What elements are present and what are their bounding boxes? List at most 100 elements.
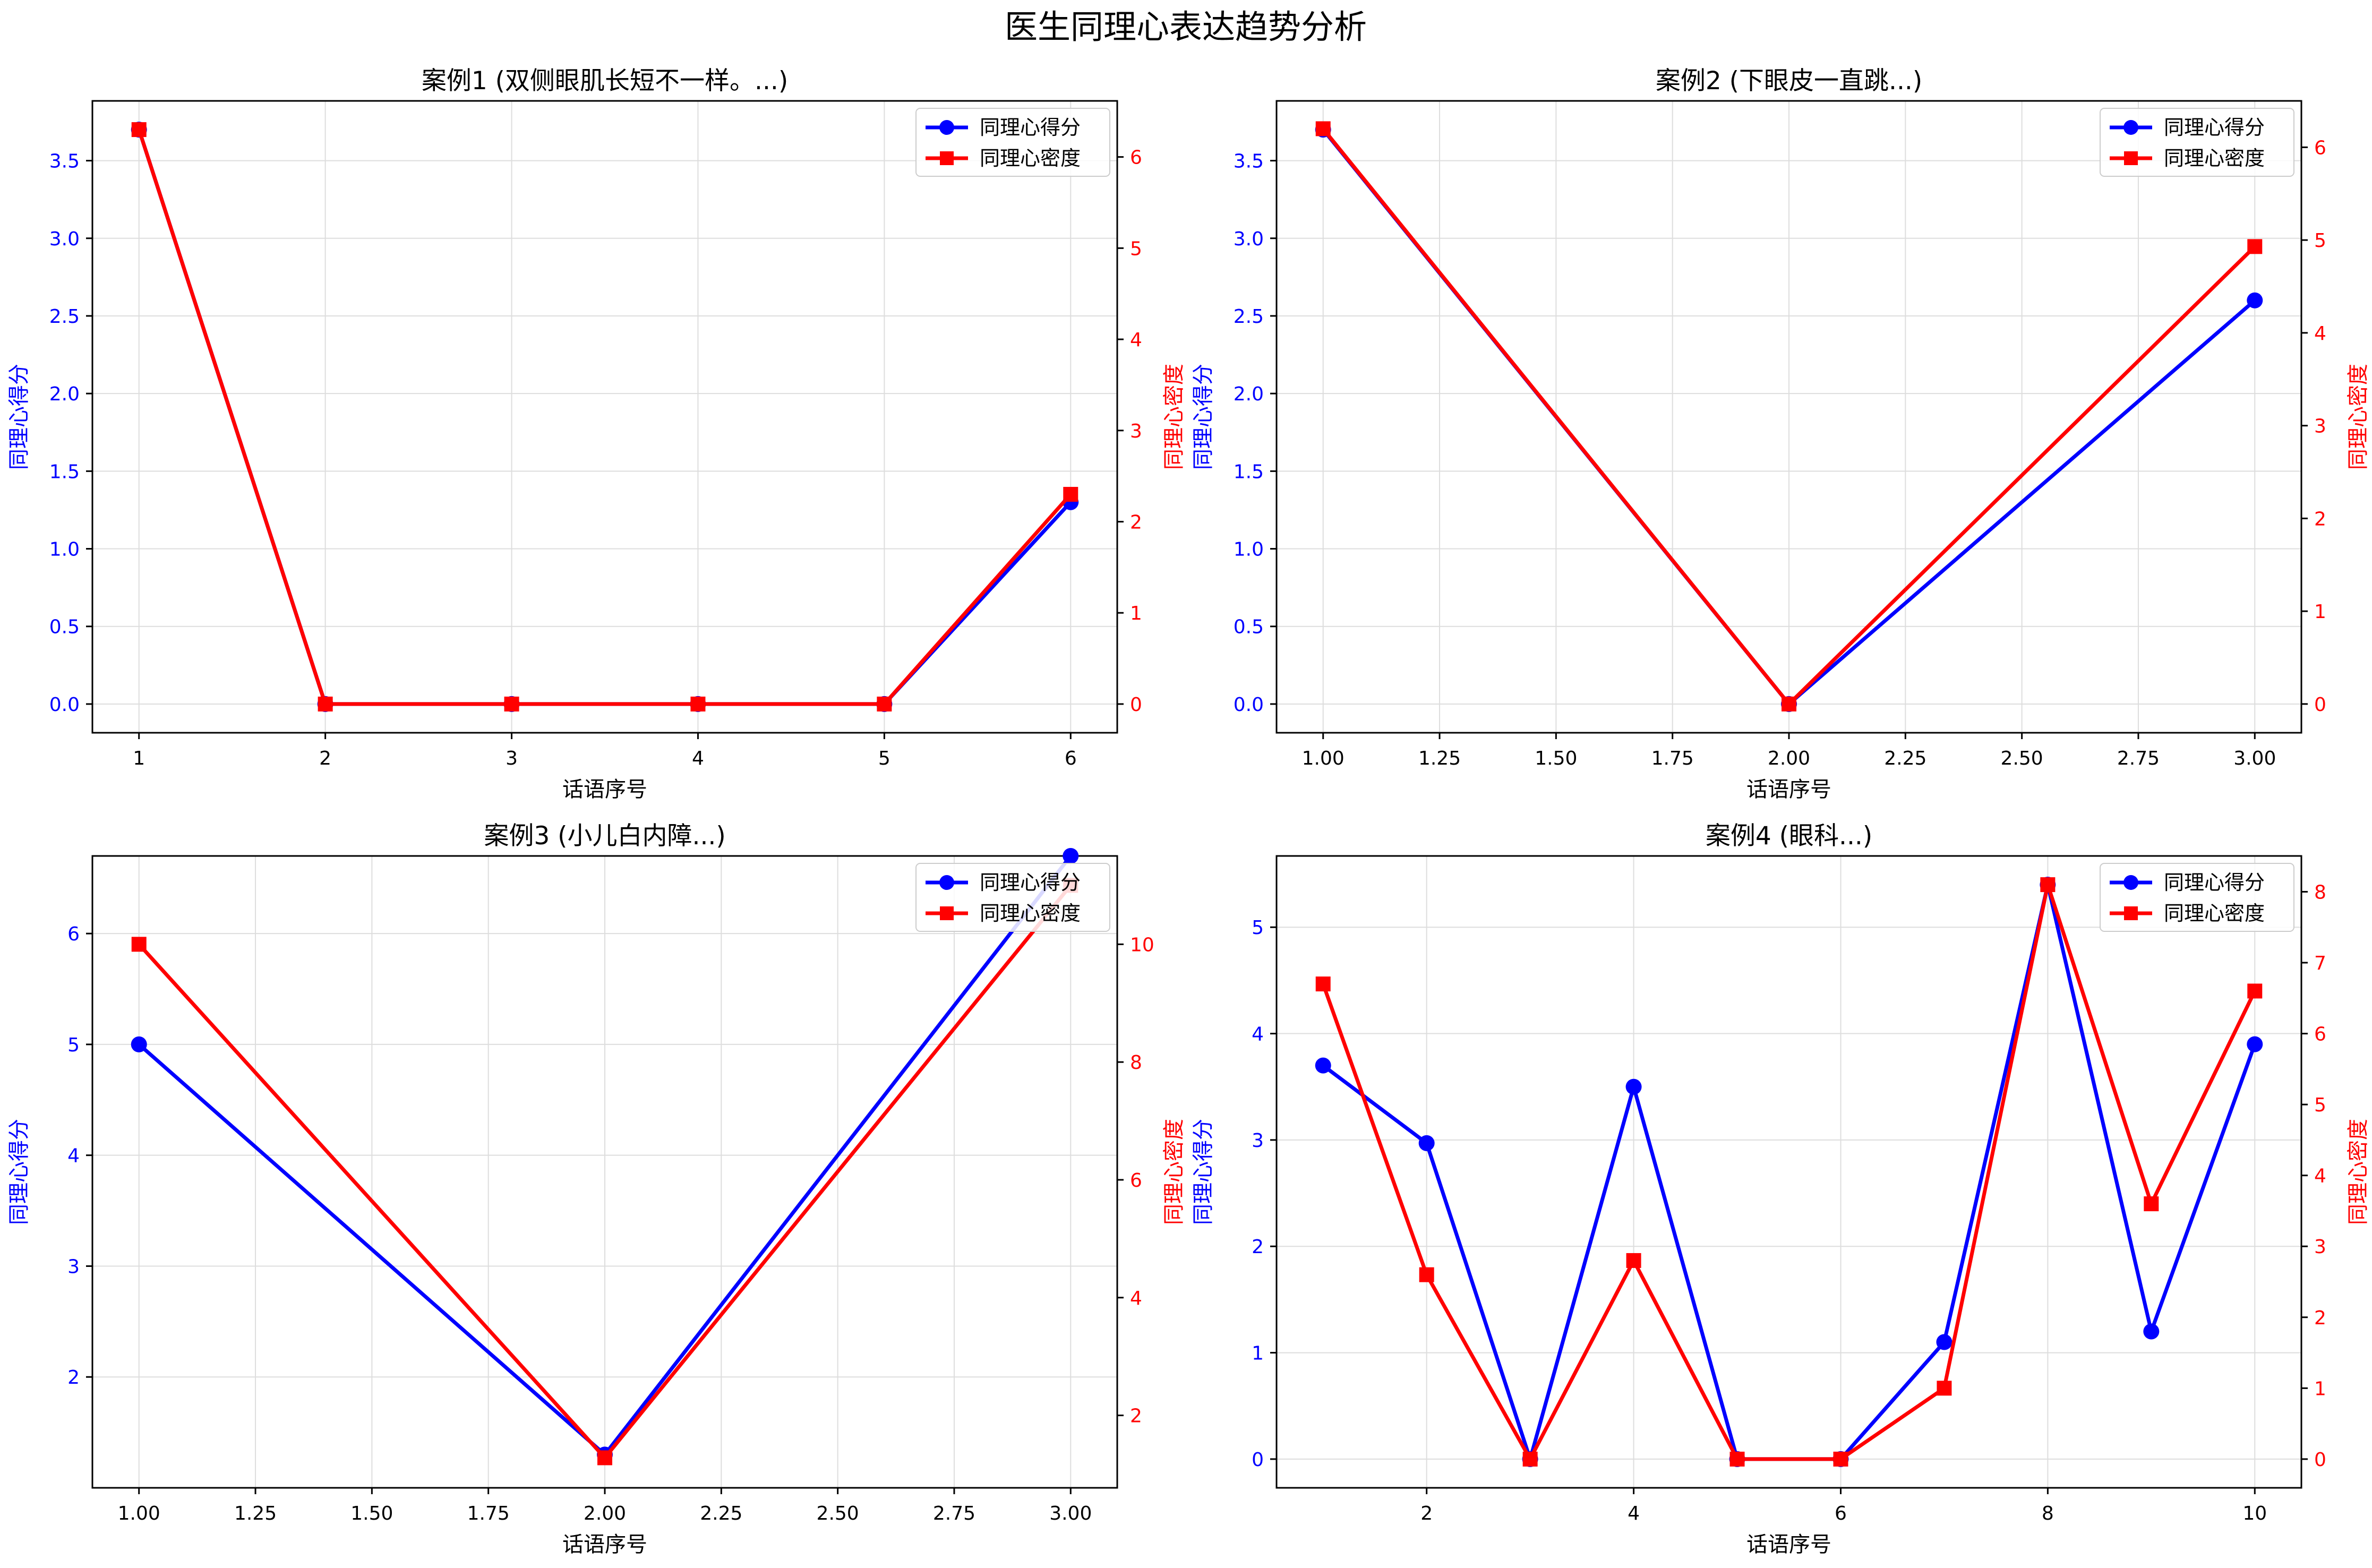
y-left-tick-label: 2 [1252,1236,1264,1258]
data-point-square [1937,1381,1952,1396]
x-tick-label: 5 [878,748,890,769]
y-left-tick-label: 2.0 [1234,383,1264,405]
y-right-tick-label: 5 [2314,1094,2326,1116]
y-right-tick-label: 0 [1130,694,1142,716]
data-point-square [1626,1253,1641,1268]
legend-marker-square [2124,151,2138,165]
y-right-tick-label: 4 [2314,323,2326,345]
y-left-axis-label: 同理心得分 [7,1119,31,1225]
x-tick-label: 2.25 [700,1503,742,1524]
chart-panel-1: 案例1 (双侧眼肌长短不一样。...) 1 2 3 4 5 6 话语序号 0.0 0.5 1.0 1.… [7,66,1186,802]
y-right-tick-label: 6 [1130,1170,1142,1192]
legend-label: 同理心密度 [980,147,1081,170]
x-tick-label: 2.50 [817,1503,859,1524]
x-tick-label: 2 [319,748,331,769]
y-left-tick-label: 2 [67,1367,80,1389]
data-point-square [1729,1451,1745,1467]
y-left-axis-label: 同理心得分 [1191,1119,1215,1225]
data-point-square [1522,1451,1538,1467]
chart-title: 案例2 (下眼皮一直跳...) [1656,66,1922,96]
y-right-tick-label: 6 [2314,137,2326,159]
data-point-circle [1418,1135,1435,1151]
chart-title: 案例3 (小儿白内障...) [484,821,725,851]
series-density [1315,121,2263,712]
y-right-tick-label: 10 [1130,934,1154,956]
legend-label: 同理心密度 [980,902,1081,925]
legend-label: 同理心得分 [2164,116,2265,139]
y-right-tick-label: 5 [2314,230,2326,252]
x-tick-label: 6 [1065,748,1077,769]
series-line [1321,882,2257,1461]
legend-marker-circle [2123,120,2138,135]
x-tick-label: 1.75 [467,1503,510,1524]
chart-panel-4: 案例4 (眼科...) 2 4 6 8 10 话语序号 0 1 2 3 4 5 同理心得分 0 1 2 3 4 5 6 7… [1191,821,2370,1557]
y-right-tick-label: 2 [1130,511,1142,533]
x-tick-label: 1.00 [1302,748,1345,769]
x-tick-label: 2.00 [584,1503,626,1524]
y-right-axis-label: 同理心密度 [1162,1119,1186,1225]
x-axis-label: 话语序号 [562,777,647,802]
legend-label: 同理心得分 [980,871,1081,894]
y-left-tick-label: 0 [1252,1449,1264,1471]
data-point-square [1315,976,1331,992]
data-point-square [504,696,519,712]
chart-title: 案例1 (双侧眼肌长短不一样。...) [422,66,788,96]
y-right-axis-label: 同理心密度 [2346,1119,2370,1225]
y-left-tick-label: 2.5 [1234,306,1264,328]
y-right-tick-label: 8 [1130,1052,1142,1074]
legend-label: 同理心得分 [980,116,1081,139]
data-point-square [597,1450,612,1466]
data-point-circle [131,1036,147,1052]
x-tick-label: 2.75 [933,1503,975,1524]
y-left-tick-label: 3.0 [49,228,80,250]
x-axis-label: 话语序号 [1746,777,1831,802]
y-right-axis-label: 同理心密度 [2346,364,2370,470]
data-point-square [2247,983,2263,999]
y-left-tick-label: 5 [67,1034,80,1056]
y-right-tick-label: 6 [2314,1024,2326,1046]
chart-panel-3: 案例3 (小儿白内障...) 1.00 1.25 1.50 1.75 2.00 2.25 2.… [7,821,1186,1557]
y-left-tick-label: 2.5 [49,306,80,328]
legend-label: 同理心密度 [2164,147,2265,170]
figure-title: 医生同理心表达趋势分析 [1005,7,1367,46]
x-tick-label: 10 [2242,1503,2267,1524]
data-point-circle [1315,1057,1331,1074]
data-point-square [131,122,147,138]
data-point-square [690,696,706,712]
legend-marker-circle [2123,875,2138,890]
y-right-tick-label: 2 [2314,1307,2326,1329]
y-left-tick-label: 4 [1252,1024,1264,1046]
y-left-tick-label: 3 [1252,1130,1264,1152]
y-right-tick-label: 2 [1130,1406,1142,1427]
series-density [1315,877,2263,1467]
data-point-square [131,937,147,952]
y-left-tick-label: 1.5 [49,461,80,483]
y-right-tick-label: 0 [2314,694,2326,716]
y-right-tick-label: 2 [2314,508,2326,530]
x-tick-label: 3.00 [1049,1503,1092,1524]
y-right-tick-label: 1 [1130,603,1142,624]
y-left-tick-label: 3.5 [1234,151,1264,173]
y-left-tick-label: 2.0 [49,383,80,405]
legend-label: 同理心密度 [2164,902,2265,925]
y-right-tick-label: 4 [1130,1288,1142,1309]
y-left-tick-label: 1.5 [1234,461,1264,483]
legend-label: 同理心得分 [2164,871,2265,894]
x-tick-label: 8 [2042,1503,2054,1524]
x-tick-label: 1.25 [1418,748,1461,769]
panels: 案例1 (双侧眼肌长短不一样。...)1 2 3 4 5 6话语序号0.00.51.01.… [7,66,2370,1557]
y-left-tick-label: 1.0 [49,539,80,561]
data-point-square [2040,877,2056,893]
legend-marker-circle [939,120,954,135]
y-right-tick-label: 1 [2314,601,2326,623]
data-point-square [318,696,333,712]
y-right-tick-label: 6 [1130,147,1142,169]
data-point-circle [1063,848,1079,864]
plot-frame [91,100,1118,734]
x-tick-label: 1.00 [118,1503,160,1524]
x-tick-label: 3.00 [2233,748,2276,769]
